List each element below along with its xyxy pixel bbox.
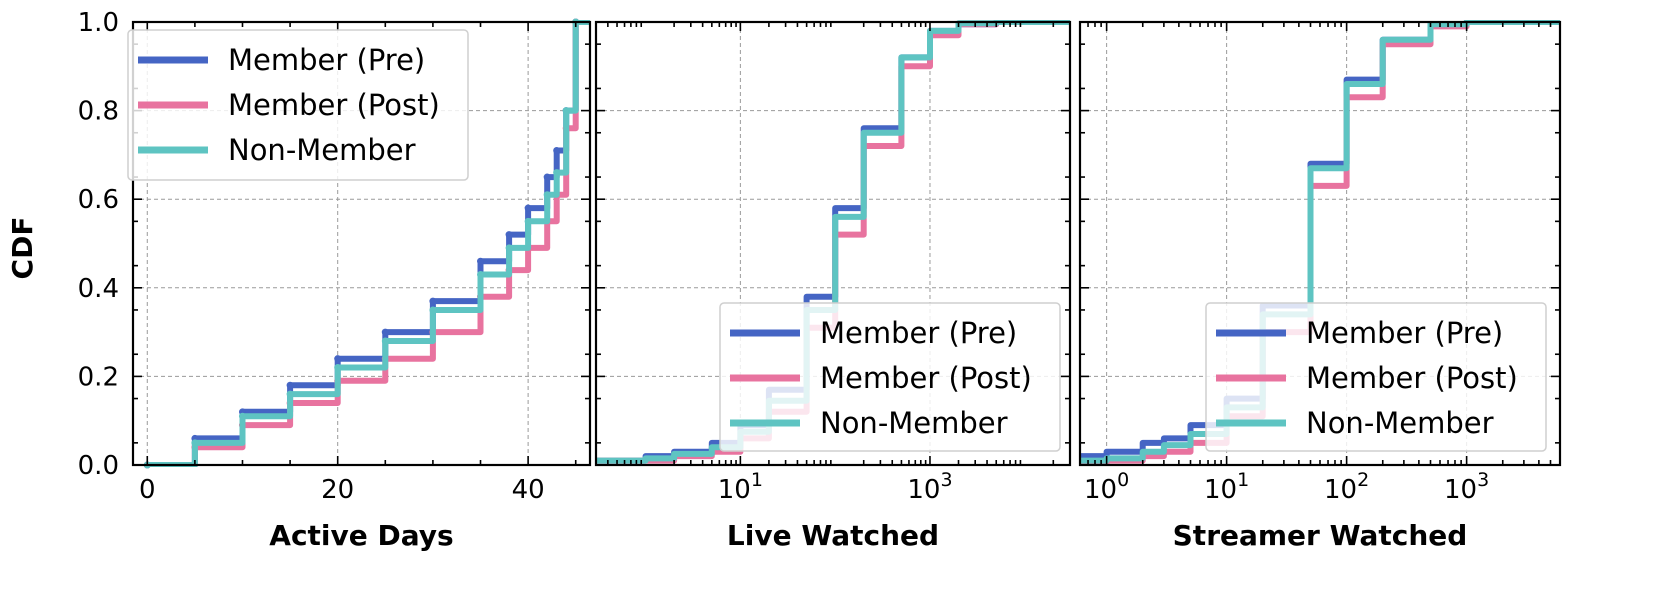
series-line [147,20,590,467]
plot-frame [131,20,592,467]
y-tick-label: 0.0 [78,451,119,481]
x-tick-label: 103 [907,469,952,505]
data-point [334,364,342,372]
legend-label: Non-Member [820,406,1008,440]
legend: Member (Pre) Member (Post) Non-Member [127,29,469,181]
x-axis-label: Active Days [269,519,453,552]
data-point [524,204,532,212]
data-point [543,173,551,181]
legend-box [719,302,1061,452]
data-point [543,191,551,199]
legend-label: Member (Post) [228,88,440,122]
data-point [477,257,485,265]
data-point [477,271,485,279]
x-tick-label: 0 [139,475,156,505]
panel-2: 101 103 Live Watched Member (Pre) Member (Po… [594,20,1072,552]
data-point [553,169,561,177]
data-point [286,390,294,398]
data-point [429,297,437,305]
legend-label: Non-Member [1306,406,1494,440]
legend: Member (Pre) Member (Post) Non-Member [719,302,1061,452]
x-axis-label: Live Watched [727,519,939,552]
legend-label: Member (Pre) [820,316,1017,350]
data-point [524,217,532,225]
data-point [505,244,513,252]
legend-label: Member (Pre) [228,43,425,77]
x-tick-label: 102 [1324,469,1369,505]
data-point [562,107,570,115]
data-point [238,412,246,420]
series-line [147,20,590,467]
x-tick-label: 100 [1084,469,1129,505]
figure-y-axis-label: CDF [6,217,39,280]
y-tick-label: 0.6 [78,185,119,215]
x-tick-label: 40 [512,475,545,505]
legend-label: Member (Post) [1306,361,1518,395]
data-point [381,337,389,345]
plot-frame [594,20,1072,467]
x-tick-label: 101 [718,469,763,505]
panel-1: 0.0 0.2 0.4 0.6 0.8 1.0 0 20 40 Active Days Member… [78,8,592,552]
legend-box [127,29,469,181]
data-point [553,146,561,154]
data-point [381,328,389,336]
y-tick-label: 1.0 [78,8,119,38]
panels: 0.0 0.2 0.4 0.6 0.8 1.0 0 20 40 Active Days Member… [78,8,1562,552]
panel-3: 100 101 102 103 Streamer Watched Member (Pre)… [1078,20,1562,552]
legend-box [1205,302,1547,452]
y-tick-label: 0.4 [78,274,119,304]
data-point [191,439,199,447]
x-tick-label: 101 [1204,469,1249,505]
x-axis-label: Streamer Watched [1173,519,1468,552]
data-point [286,381,294,389]
data-point [505,231,513,239]
legend-label: Member (Pre) [1306,316,1503,350]
y-tick-label: 0.2 [78,362,119,392]
legend: Member (Pre) Member (Post) Non-Member [1205,302,1547,452]
legend-label: Member (Post) [820,361,1032,395]
data-point [429,306,437,314]
x-tick-label: 103 [1444,469,1489,505]
data-point [334,355,342,363]
y-tick-label: 0.8 [78,97,119,127]
legend-label: Non-Member [228,133,416,167]
x-tick-label: 20 [321,475,354,505]
